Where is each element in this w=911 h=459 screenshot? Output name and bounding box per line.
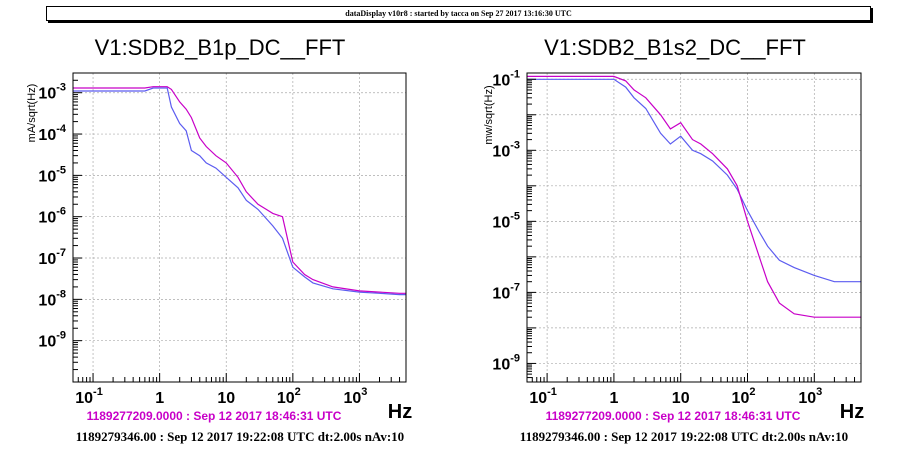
y-tick-label: 10-5 [38,164,66,185]
x-tick-label: 1 [609,390,618,407]
y-tick-label: 10-9 [492,352,520,373]
series-line-0 [73,87,406,296]
timestamp-reference: 1189277209.0000 : Sep 12 2017 18:46:31 U… [546,409,801,423]
x-tick-label: 102 [277,386,301,407]
x-axis-label: Hz [840,401,864,423]
series-line-1 [73,86,406,294]
app-banner: dataDisplay v10r8 : started by tacca on … [46,6,871,21]
plot-area [73,73,406,382]
plot-area [527,73,861,382]
grid-lines [527,73,861,382]
chart-panel-left: V1:SDB2_B1p_DC__FFT mA/sqrt(Hz) 10-9 10-8 10… [26,35,412,444]
y-tick-label: 10-9 [38,330,66,351]
y-tick-label: 10-7 [492,281,520,302]
chart-title: V1:SDB2_B1s2_DC__FFT [544,35,806,60]
plot-frame [72,72,407,383]
x-tick-label: 102 [732,386,756,407]
series-line-0 [527,78,861,283]
x-tick-label: 10 [217,390,235,407]
timestamp-reference: 1189277209.0000 : Sep 12 2017 18:46:31 U… [87,409,342,423]
x-tick-label: 103 [343,386,367,407]
x-tick-label: 10-1 [75,386,103,407]
timestamp-current: 1189279346.00 : Sep 12 2017 19:22:08 UTC… [76,429,404,444]
y-tick-label: 10-4 [38,123,66,144]
y-tick-label: 10-3 [38,82,66,103]
x-axis-label: Hz [388,401,412,423]
y-tick-label: 10-3 [492,139,520,160]
y-tick-label: 10-7 [38,247,66,268]
chart-panel-right: V1:SDB2_B1s2_DC__FFT mw/sqrt(Hz) 10-9 10-7 1… [483,35,864,444]
x-tick-label: 103 [798,386,822,407]
x-tick-label: 1 [155,390,164,407]
y-tick-label: 10-5 [492,210,520,231]
plot-frame [526,72,862,383]
y-tick-label: 10-6 [38,206,66,227]
y-tick-label: 10-1 [492,68,520,89]
x-tick-label: 10-1 [529,386,557,407]
y-tick-label: 10-8 [38,288,66,309]
y-axis-label: mA/sqrt(Hz) [26,84,38,143]
chart-title: V1:SDB2_B1p_DC__FFT [95,35,346,60]
y-axis-label: mw/sqrt(Hz) [483,85,495,144]
timestamp-current: 1189279346.00 : Sep 12 2017 19:22:08 UTC… [520,429,848,444]
series-line-1 [527,75,861,318]
x-tick-label: 10 [672,390,690,407]
